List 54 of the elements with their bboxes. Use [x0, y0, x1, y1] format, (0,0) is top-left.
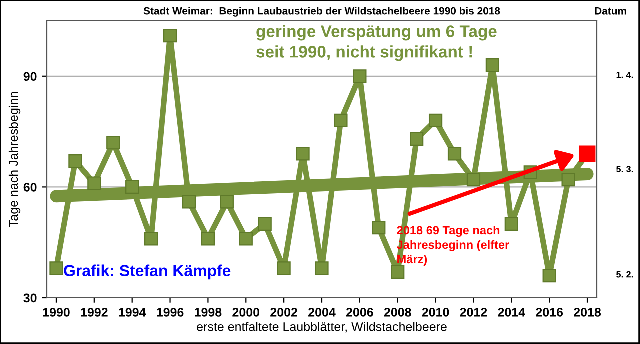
x-tick-label: 2002	[270, 308, 298, 317]
x-tick-label: 2018	[574, 308, 602, 317]
point	[391, 265, 405, 279]
point	[106, 136, 120, 150]
x-tick-label: 1994	[119, 308, 146, 317]
point	[277, 262, 291, 276]
text: 1. 4.	[616, 72, 634, 78]
point	[68, 154, 82, 168]
y-axis-title: Tage nach Jahresbeginn	[8, 92, 21, 228]
point	[182, 195, 196, 209]
point	[562, 173, 576, 187]
point	[428, 114, 443, 128]
point	[144, 232, 158, 246]
x-tick-label: 1992	[81, 308, 108, 317]
y-tick-label: 60	[24, 183, 37, 192]
point	[258, 217, 272, 231]
x-tick-label: 1998	[195, 308, 222, 317]
y2-axis-title: Datum	[595, 8, 626, 15]
point	[448, 147, 462, 161]
point	[50, 262, 64, 276]
point	[201, 232, 216, 246]
point	[88, 176, 102, 190]
x-tick-label: 2006	[346, 308, 374, 317]
x-axis-title: erste entfaltete Laubblätter, Wildstachelbeere	[197, 322, 447, 333]
y-tick-label: 90	[24, 72, 37, 82]
y-tick-label: 30	[24, 294, 37, 303]
x-tick-label: 2008	[384, 308, 412, 317]
text: 5. 3.	[616, 166, 634, 173]
point	[296, 147, 310, 161]
point	[353, 70, 367, 84]
annotation: geringe Verspätung um 6 Tage seit 1990, nicht signifikant !	[256, 25, 497, 62]
point	[486, 58, 500, 72]
point	[163, 28, 178, 43]
x-tick-label: 2004	[308, 308, 336, 317]
point	[220, 195, 234, 209]
point	[372, 221, 386, 235]
chart-title: Stadt Weimar: Beginn Laubaustrieb der Wildstachelbeere 1990 bis 2018	[144, 7, 500, 17]
point	[466, 173, 481, 187]
x-tick-label: 2012	[460, 308, 488, 317]
x-tick-label: 2000	[232, 308, 260, 317]
x-tick-label: 2010	[422, 308, 450, 317]
point	[315, 262, 329, 276]
point	[410, 132, 424, 146]
point	[504, 217, 518, 231]
x-tick-label: 1996	[157, 308, 184, 317]
annotation: Grafik: Stefan Kämpfe	[64, 264, 231, 280]
x-tick-label: 2014	[498, 308, 526, 317]
text: 5. 2.	[616, 271, 634, 278]
x-tick-label: 1990	[43, 308, 70, 317]
point	[239, 232, 253, 246]
point	[542, 269, 556, 283]
x-tick-label: 2016	[536, 308, 564, 317]
point	[126, 180, 140, 194]
point	[334, 114, 348, 128]
